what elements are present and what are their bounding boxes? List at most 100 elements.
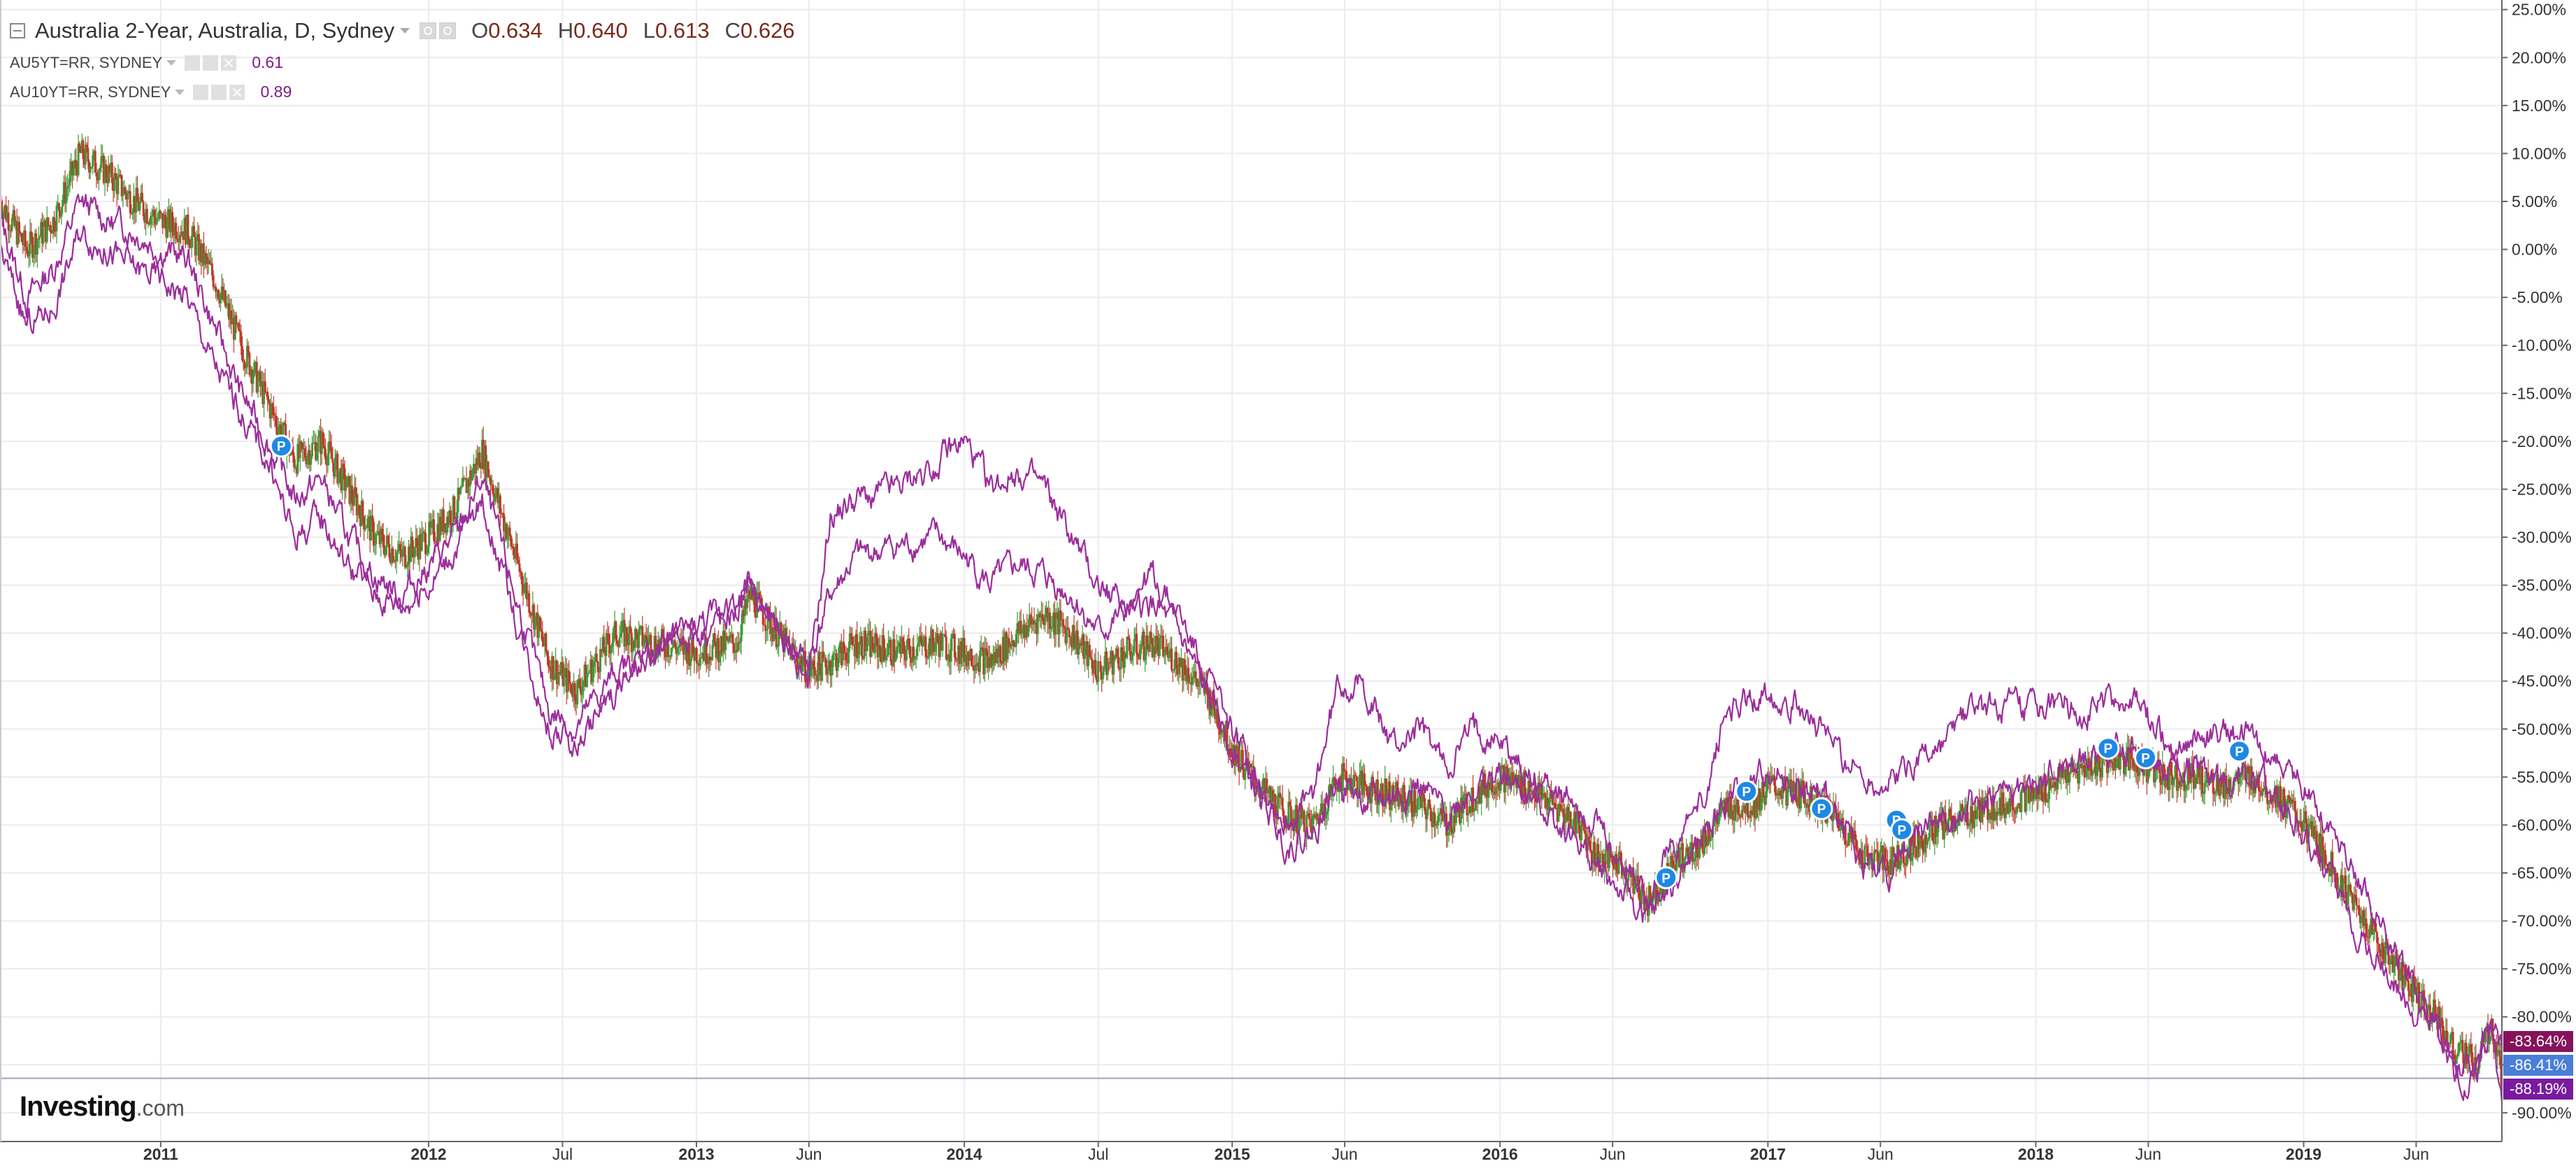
candle-body bbox=[1543, 792, 1545, 797]
x-tick-label[interactable]: 2015 bbox=[1215, 1145, 1250, 1163]
y-tick-label[interactable]: 0.00% bbox=[2512, 241, 2557, 259]
marker-circle[interactable] bbox=[2228, 739, 2252, 763]
y-tick-label[interactable]: -30.00% bbox=[2512, 528, 2572, 546]
candle-body bbox=[1892, 847, 1895, 856]
candle-body bbox=[1708, 829, 1710, 841]
y-tick-label[interactable]: -15.00% bbox=[2512, 384, 2572, 402]
candle-body bbox=[2410, 983, 2413, 1002]
y-tick-label[interactable]: -65.00% bbox=[2512, 864, 2572, 882]
candle-body bbox=[247, 346, 250, 353]
y-tick-label[interactable]: -20.00% bbox=[2512, 432, 2572, 450]
x-tick-label[interactable]: 2012 bbox=[410, 1145, 446, 1163]
x-tick-label[interactable]: 2019 bbox=[2286, 1145, 2321, 1163]
x-tick-label[interactable]: Jun bbox=[2403, 1145, 2429, 1163]
y-tick-label[interactable]: 20.00% bbox=[2512, 48, 2566, 66]
candle-body bbox=[731, 634, 734, 644]
candle-body bbox=[1333, 777, 1336, 783]
x-tick-label[interactable]: 2011 bbox=[143, 1145, 178, 1163]
y-tick-label[interactable]: 15.00% bbox=[2512, 97, 2566, 115]
settings-icon[interactable] bbox=[439, 22, 457, 39]
event-marker[interactable]: P bbox=[2228, 739, 2252, 763]
time-axis-ticks[interactable]: 2011 2012 Jul 2013 Jun 2014 Jul 2015 Jun 2016 Jun 2… bbox=[143, 1142, 2429, 1163]
candle-body bbox=[2253, 782, 2256, 794]
settings-icon[interactable] bbox=[203, 55, 219, 71]
y-tick-label[interactable]: -90.00% bbox=[2512, 1104, 2572, 1122]
event-marker[interactable]: P bbox=[1890, 818, 1914, 841]
main-symbol-title[interactable]: Australia 2-Year, Australia, D, Sydney bbox=[35, 18, 395, 43]
y-tick-label[interactable]: 10.00% bbox=[2512, 144, 2566, 162]
y-tick-label[interactable]: -10.00% bbox=[2512, 336, 2572, 355]
candle-body bbox=[1984, 796, 1987, 798]
chevron-down-icon[interactable] bbox=[166, 59, 177, 66]
candle-body bbox=[1364, 785, 1367, 787]
x-tick-label[interactable]: 2014 bbox=[947, 1145, 982, 1163]
y-tick-label[interactable]: -25.00% bbox=[2512, 480, 2572, 498]
candle-body bbox=[673, 640, 675, 647]
chevron-down-icon[interactable] bbox=[400, 28, 410, 34]
y-tick-label[interactable]: -35.00% bbox=[2512, 576, 2572, 595]
candle-body bbox=[2033, 793, 2036, 799]
price-axis-ticks[interactable]: 25.00% 20.00% 15.00% 10.00% 5.00% 0.00% -5.00%… bbox=[2502, 1, 2572, 1122]
marker-circle[interactable] bbox=[2133, 746, 2157, 769]
visibility-icon[interactable] bbox=[185, 55, 201, 71]
event-marker[interactable]: P bbox=[2096, 737, 2120, 760]
y-tick-label[interactable]: -5.00% bbox=[2512, 288, 2563, 306]
x-tick-label[interactable]: Jul bbox=[1088, 1145, 1108, 1163]
x-tick-label[interactable]: Jun bbox=[2135, 1145, 2161, 1163]
candle-body bbox=[859, 636, 862, 642]
close-icon[interactable] bbox=[221, 55, 237, 71]
event-marker[interactable]: P bbox=[1735, 779, 1759, 803]
legend-item-au10yt[interactable]: AU10YT=RR, SYDNEY 0.89 bbox=[10, 83, 292, 101]
x-tick-label[interactable]: 2017 bbox=[1750, 1145, 1786, 1163]
event-marker[interactable]: P bbox=[2133, 746, 2157, 769]
candle-body bbox=[992, 658, 994, 666]
y-tick-label[interactable]: 5.00% bbox=[2512, 192, 2557, 211]
candle-body bbox=[1484, 773, 1487, 797]
candle-body bbox=[1712, 823, 1715, 827]
candle-body bbox=[1397, 788, 1400, 807]
candle-body bbox=[1763, 797, 1766, 805]
y-tick-label[interactable]: -55.00% bbox=[2512, 768, 2572, 786]
marker-circle[interactable] bbox=[1810, 797, 1833, 820]
event-marker[interactable]: P bbox=[1654, 866, 1678, 890]
chevron-down-icon[interactable] bbox=[175, 89, 185, 95]
x-tick-label[interactable]: Jun bbox=[796, 1145, 822, 1163]
marker-circle[interactable] bbox=[1735, 779, 1759, 803]
marker-label: P bbox=[2141, 751, 2150, 766]
y-tick-label[interactable]: -70.00% bbox=[2512, 912, 2572, 930]
y-tick-label[interactable]: -80.00% bbox=[2512, 1008, 2572, 1026]
close-icon[interactable] bbox=[229, 84, 245, 100]
visibility-icon[interactable] bbox=[193, 84, 209, 100]
x-tick-label[interactable]: Jun bbox=[1600, 1145, 1626, 1163]
x-tick-label[interactable]: Jul bbox=[552, 1145, 573, 1163]
x-tick-label[interactable]: 2016 bbox=[1482, 1145, 1518, 1163]
candle-body bbox=[1308, 813, 1310, 819]
y-tick-label[interactable]: 25.00% bbox=[2512, 1, 2566, 19]
candle-body bbox=[2378, 944, 2381, 953]
legend-item-au5yt[interactable]: AU5YT=RR, SYDNEY 0.61 bbox=[10, 53, 283, 72]
legend-label[interactable]: AU10YT=RR, SYDNEY bbox=[10, 83, 171, 101]
y-tick-label[interactable]: -45.00% bbox=[2512, 672, 2572, 690]
visibility-icon[interactable] bbox=[420, 22, 437, 39]
candle-body bbox=[1599, 853, 1602, 855]
x-tick-label[interactable]: Jun bbox=[1332, 1145, 1358, 1163]
settings-icon[interactable] bbox=[211, 84, 227, 100]
legend-label[interactable]: AU5YT=RR, SYDNEY bbox=[10, 53, 163, 71]
x-tick-label[interactable]: 2018 bbox=[2018, 1145, 2054, 1163]
y-tick-label[interactable]: -40.00% bbox=[2512, 624, 2572, 642]
marker-circle[interactable] bbox=[2096, 737, 2120, 760]
event-markers[interactable]: PPPPPPPPP bbox=[269, 434, 2252, 890]
x-tick-label[interactable]: Jun bbox=[1868, 1145, 1894, 1163]
event-marker[interactable]: P bbox=[1810, 797, 1833, 820]
marker-circle[interactable] bbox=[1890, 818, 1914, 841]
y-tick-label[interactable]: -75.00% bbox=[2512, 960, 2572, 978]
candle-body bbox=[1968, 823, 1971, 826]
collapse-icon[interactable] bbox=[10, 23, 25, 38]
event-marker[interactable]: P bbox=[269, 434, 293, 458]
marker-circle[interactable] bbox=[269, 434, 293, 458]
y-tick-label[interactable]: -60.00% bbox=[2512, 816, 2572, 834]
x-tick-label[interactable]: 2013 bbox=[678, 1145, 714, 1163]
y-tick-label[interactable]: -50.00% bbox=[2512, 720, 2572, 738]
marker-circle[interactable] bbox=[1654, 866, 1678, 890]
